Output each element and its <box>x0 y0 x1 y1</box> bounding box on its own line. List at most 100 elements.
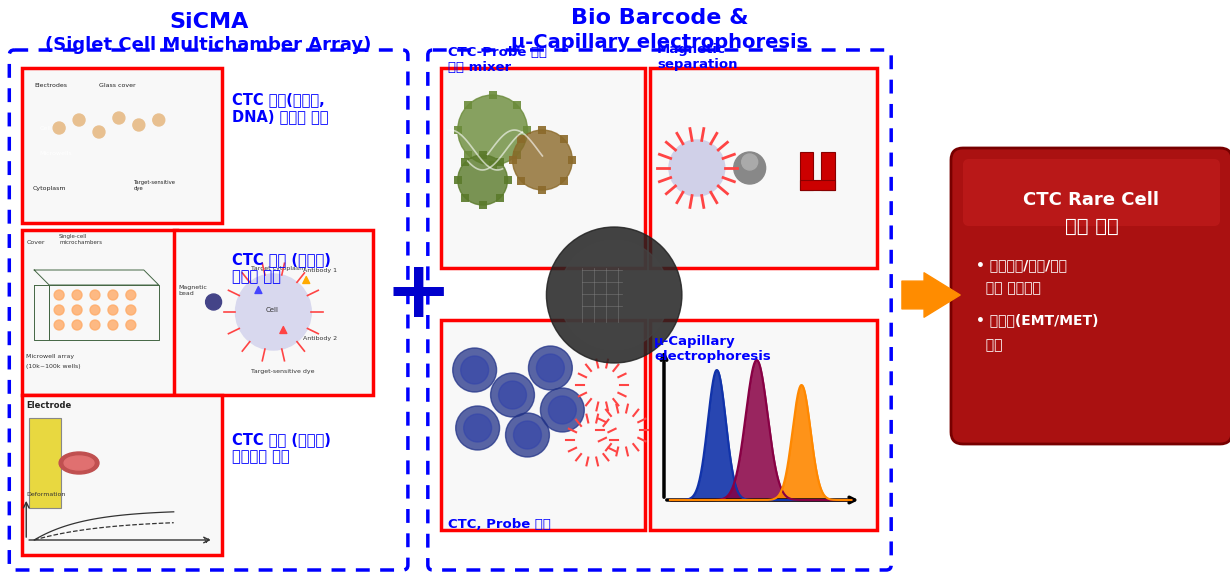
Text: Magnetic
bead: Magnetic bead <box>178 285 208 296</box>
Text: 규명: 규명 <box>975 338 1002 352</box>
Circle shape <box>53 122 65 134</box>
Circle shape <box>560 240 669 350</box>
Bar <box>454 176 461 184</box>
Circle shape <box>73 114 85 126</box>
Text: SiCMA: SiCMA <box>169 12 248 32</box>
Text: Target-sensitive dye: Target-sensitive dye <box>251 369 315 374</box>
Bar <box>478 151 487 159</box>
Bar <box>442 321 645 529</box>
Bar <box>518 135 525 143</box>
Circle shape <box>734 152 765 184</box>
Text: Microwells: Microwells <box>39 151 71 156</box>
Circle shape <box>461 356 488 384</box>
Text: 종합 분석: 종합 분석 <box>1065 217 1118 235</box>
Bar <box>32 108 197 163</box>
Bar <box>513 151 522 159</box>
Circle shape <box>669 140 724 196</box>
Bar <box>800 180 835 190</box>
FancyBboxPatch shape <box>10 50 408 570</box>
Circle shape <box>536 354 565 382</box>
Circle shape <box>54 305 64 315</box>
Circle shape <box>125 290 135 300</box>
Circle shape <box>513 421 541 449</box>
Circle shape <box>73 320 82 330</box>
Text: Cell: Cell <box>39 126 50 131</box>
Circle shape <box>574 422 610 458</box>
Circle shape <box>108 290 118 300</box>
Circle shape <box>506 413 550 457</box>
Bar <box>524 126 531 134</box>
Bar <box>568 156 577 164</box>
Text: • 세포내부/표면/전체: • 세포내부/표면/전체 <box>975 258 1066 272</box>
FancyBboxPatch shape <box>963 159 1220 226</box>
Point <box>248 286 268 295</box>
Bar <box>464 101 472 109</box>
Bar <box>518 177 525 185</box>
Circle shape <box>458 95 528 165</box>
Bar <box>651 321 876 529</box>
Circle shape <box>491 373 535 417</box>
Bar <box>23 231 176 394</box>
Circle shape <box>90 305 100 315</box>
Text: • 암기전(EMT/MET): • 암기전(EMT/MET) <box>975 313 1098 327</box>
Text: CTC 내부(단백질,
DNA) 표지식 분석: CTC 내부(단백질, DNA) 표지식 분석 <box>231 92 328 124</box>
Bar <box>508 156 517 164</box>
Ellipse shape <box>59 452 98 474</box>
Point <box>273 325 293 335</box>
Circle shape <box>584 367 620 403</box>
Ellipse shape <box>124 438 180 478</box>
Circle shape <box>73 290 82 300</box>
Circle shape <box>133 119 145 131</box>
Text: Cell: Cell <box>266 307 278 313</box>
Bar <box>539 126 546 134</box>
Text: μ-Capillary electrophoresis: μ-Capillary electrophoresis <box>512 32 808 51</box>
Bar <box>442 69 645 267</box>
FancyBboxPatch shape <box>951 148 1230 444</box>
Circle shape <box>93 126 105 138</box>
Text: Glass cover: Glass cover <box>98 83 135 88</box>
Bar <box>649 320 877 530</box>
Circle shape <box>498 381 526 409</box>
Text: Single-cell
microchambers: Single-cell microchambers <box>59 234 102 245</box>
Point <box>296 275 316 284</box>
Bar <box>32 80 197 108</box>
Bar <box>22 68 221 223</box>
Text: Microwell array: Microwell array <box>26 354 74 359</box>
Bar <box>23 69 220 222</box>
Circle shape <box>464 414 492 442</box>
Text: CTC, Probe 주입: CTC, Probe 주입 <box>448 518 551 532</box>
Bar <box>503 176 512 184</box>
Circle shape <box>540 388 584 432</box>
Bar <box>649 68 877 268</box>
Circle shape <box>73 305 82 315</box>
Circle shape <box>113 112 125 124</box>
Ellipse shape <box>137 451 167 473</box>
Text: CTC 표면 (단백질)
表識식 분석: CTC 표면 (단백질) 表識식 분석 <box>231 252 331 284</box>
Circle shape <box>513 130 572 190</box>
Circle shape <box>456 406 499 450</box>
Text: Deformation: Deformation <box>26 492 65 497</box>
Circle shape <box>90 320 100 330</box>
Text: Target-sensitive
dye: Target-sensitive dye <box>134 180 176 191</box>
Bar <box>22 395 221 555</box>
Bar <box>461 158 469 166</box>
Text: +: + <box>384 256 451 334</box>
Circle shape <box>546 227 681 363</box>
Bar <box>22 230 177 395</box>
Text: (10k~100k wells): (10k~100k wells) <box>26 364 81 369</box>
Text: CTC-Probe 결합
유도 mixer: CTC-Probe 결합 유도 mixer <box>448 46 547 74</box>
Circle shape <box>153 114 165 126</box>
Bar <box>23 396 220 554</box>
Bar <box>539 186 546 194</box>
Ellipse shape <box>114 424 189 480</box>
Bar <box>454 126 461 134</box>
Circle shape <box>235 274 311 350</box>
Bar <box>488 91 497 99</box>
Text: Antibody 2: Antibody 2 <box>304 336 337 341</box>
Circle shape <box>529 346 572 390</box>
Bar <box>800 152 813 190</box>
Circle shape <box>549 396 577 424</box>
Polygon shape <box>34 270 159 285</box>
FancyBboxPatch shape <box>428 50 892 570</box>
Text: CTC Rare Cell: CTC Rare Cell <box>1023 191 1160 209</box>
